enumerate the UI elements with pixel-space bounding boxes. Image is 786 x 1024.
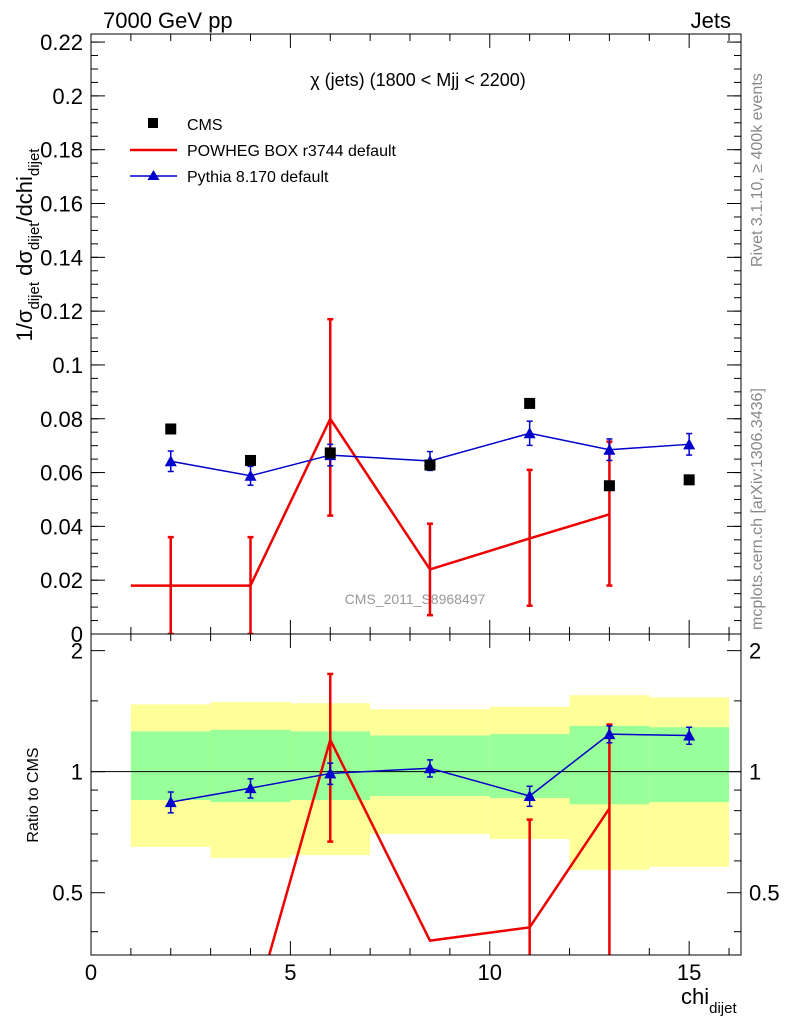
legend-pythia-marker: [147, 170, 160, 180]
legend-pythia-label: Pythia 8.170 default: [187, 169, 329, 186]
main-y-tick-label: 0.08: [40, 407, 83, 432]
main-y-tick-label: 0: [71, 622, 83, 647]
x-axis-label: chidijet: [681, 984, 737, 1017]
cms-marker: [683, 474, 695, 486]
ratio-y-tick-label: 0.5: [52, 881, 83, 906]
ratio-y-axis-label: Ratio to CMS: [25, 747, 42, 842]
pythia-ratio-marker: [324, 767, 337, 779]
pythia-ratio-marker: [683, 729, 696, 741]
legend-cms-marker: [148, 118, 158, 128]
legend-powheg-label: POWHEG BOX r3744 default: [187, 143, 397, 160]
header-right: Jets: [691, 8, 731, 33]
ratio-y-tick-label: 0.5: [749, 881, 780, 906]
main-y-tick-label: 0.04: [40, 514, 83, 539]
cms-marker: [245, 454, 257, 466]
legend-cms-label: CMS: [187, 117, 223, 134]
main-y-tick-label: 0.02: [40, 568, 83, 593]
main-y-tick-label: 0.18: [40, 138, 83, 163]
cms-marker: [603, 480, 615, 492]
cms-marker: [524, 397, 536, 409]
ratio-y-tick-label: 2: [749, 639, 761, 664]
main-y-tick-label: 0.16: [40, 192, 83, 217]
pythia-ratio-marker: [523, 789, 536, 801]
main-y-tick-label: 0.2: [52, 84, 83, 109]
pythia-marker: [523, 427, 536, 439]
cms-marker: [424, 459, 436, 471]
x-tick-label: 10: [478, 960, 502, 985]
main-y-tick-label: 0.06: [40, 461, 83, 486]
pythia-ratio-marker: [423, 762, 436, 774]
pythia-ratio-marker: [244, 782, 257, 794]
legend: CMS POWHEG BOX r3744 default Pythia 8.17…: [130, 117, 397, 186]
analysis-watermark: CMS_2011_S8968497: [345, 591, 486, 607]
cms-marker: [324, 447, 336, 459]
mcplots-label: mcplots.cern.ch [arXiv:1306.3436]: [749, 388, 766, 630]
header-left: 7000 GeV pp: [103, 8, 233, 33]
uncertainty-band-green: [130, 731, 211, 801]
ratio-y-tick-label: 2: [71, 639, 83, 664]
x-tick-label: 5: [284, 960, 296, 985]
ratio-y-tick-label: 1: [749, 760, 761, 785]
main-panel: 0 0.02 0.04 0.06 0.08 0.1 0.12 0.14 0.16 0.18 0.2 0…: [40, 30, 741, 955]
pythia-marker: [164, 455, 177, 467]
plot-title: χ (jets) (1800 < Mjj < 2200): [310, 70, 526, 90]
pythia-ratio-marker: [164, 796, 177, 808]
main-y-tick-label: 0.22: [40, 30, 83, 55]
main-y-tick-label: 0.1: [52, 353, 83, 378]
pythia-marker: [244, 469, 257, 481]
main-data-layer: [130, 317, 696, 634]
main-y-tick-label: 0.12: [40, 299, 83, 324]
rivet-label: Rivet 3.1.10, ≥ 400k events: [749, 73, 766, 267]
pythia-ratio-marker: [603, 728, 616, 740]
powheg-line: [130, 416, 610, 587]
cms-marker: [165, 423, 177, 435]
main-y-tick-label: 0.14: [40, 245, 83, 270]
pythia-marker: [683, 438, 696, 450]
ratio-y-tick-label: 1: [71, 760, 83, 785]
pythia-marker: [603, 443, 616, 455]
ratio-data-layer: [164, 672, 696, 955]
x-tick-label: 0: [85, 960, 97, 985]
ratio-frame: [90, 633, 742, 956]
ratio-panel: 0 5 10 15 0.5 0.5 1 1 2 2: [52, 639, 779, 985]
x-tick-label: 15: [677, 960, 701, 985]
powheg-ratio-line: [267, 736, 611, 955]
main-y-axis-label: 1/σdijet dσdijet/dchidijet: [12, 148, 43, 342]
